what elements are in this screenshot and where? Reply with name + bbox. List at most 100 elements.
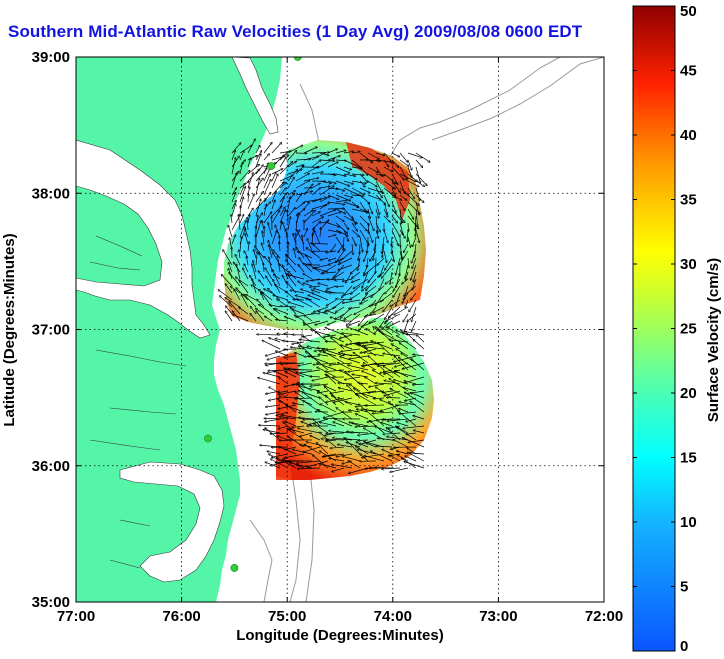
current-vector <box>345 402 361 406</box>
current-vector <box>319 397 329 406</box>
current-vector <box>335 200 348 203</box>
current-vector <box>343 187 360 196</box>
current-vector <box>399 166 407 180</box>
current-vector <box>295 194 302 203</box>
current-vector <box>404 243 409 253</box>
current-vector <box>335 222 348 233</box>
current-vector <box>398 357 417 371</box>
current-vector <box>391 194 402 200</box>
current-vector <box>383 433 401 434</box>
current-vector <box>231 192 236 203</box>
current-vector <box>386 320 401 328</box>
current-vector <box>327 149 337 154</box>
current-vector <box>318 410 337 420</box>
current-vector <box>391 215 398 223</box>
current-vector <box>382 468 401 469</box>
current-vector <box>399 152 408 162</box>
current-vector <box>255 178 260 196</box>
current-vector <box>383 354 401 357</box>
current-vector <box>411 320 417 331</box>
current-vector <box>370 250 377 261</box>
current-vector <box>320 432 329 441</box>
current-vector <box>385 278 393 284</box>
current-vector <box>342 333 361 336</box>
current-vector <box>271 200 275 210</box>
current-vector <box>286 406 305 413</box>
current-vector <box>231 235 236 245</box>
current-vector <box>366 443 377 448</box>
current-vector <box>386 427 401 441</box>
current-vector <box>248 194 249 203</box>
current-vector <box>382 243 385 258</box>
current-vector <box>279 188 286 196</box>
current-vector <box>391 236 392 246</box>
current-vector <box>311 183 320 189</box>
current-vector <box>415 208 418 227</box>
current-vector <box>303 446 321 452</box>
y-tick-label: 37:00 <box>32 322 70 339</box>
current-vector <box>387 418 409 421</box>
current-vector <box>278 447 297 455</box>
current-vector <box>412 257 417 269</box>
current-vector <box>363 363 377 371</box>
current-vector <box>337 445 353 448</box>
current-vector <box>316 442 329 455</box>
current-vector <box>278 390 297 395</box>
y-axis-label: Latitude (Degrees:Minutes) <box>1 233 18 426</box>
current-vector <box>282 265 289 280</box>
current-vector <box>360 348 377 353</box>
pamlico-sound <box>119 461 225 583</box>
current-vector <box>384 380 401 385</box>
current-vector <box>269 257 273 273</box>
current-vector <box>320 404 337 413</box>
current-vector <box>413 271 417 282</box>
current-vector <box>362 371 377 378</box>
current-vector <box>333 422 345 427</box>
current-vector <box>351 174 364 175</box>
current-vector <box>288 302 305 308</box>
current-vector <box>279 197 284 210</box>
current-vector <box>359 173 368 183</box>
current-vector <box>303 210 313 217</box>
current-vector <box>330 447 345 448</box>
current-vector <box>403 313 409 322</box>
current-vector <box>370 451 393 462</box>
current-vector <box>413 430 425 434</box>
current-vector <box>410 401 425 413</box>
current-vector <box>298 252 313 259</box>
current-vector <box>415 215 416 231</box>
current-vector <box>286 260 297 273</box>
current-vector <box>391 166 404 180</box>
current-vector <box>367 152 379 159</box>
current-vector <box>356 442 369 448</box>
current-vectors <box>218 139 430 474</box>
current-vector <box>327 194 339 199</box>
current-vector <box>304 444 321 455</box>
current-vector <box>349 320 361 325</box>
current-vector <box>285 446 297 450</box>
current-vector <box>359 187 370 193</box>
current-vector <box>255 165 263 175</box>
x-axis-label: Longitude (Degrees:Minutes) <box>236 627 444 644</box>
current-vector <box>373 306 385 313</box>
current-vector <box>391 180 400 193</box>
current-vector <box>407 173 418 182</box>
current-vector <box>287 429 305 441</box>
current-vector <box>396 292 401 306</box>
current-vector <box>228 225 233 238</box>
current-vector <box>266 411 281 415</box>
current-vector <box>399 201 405 210</box>
y-tick-label: 36:00 <box>32 458 70 475</box>
current-vector <box>303 156 319 161</box>
current-vector <box>369 313 385 323</box>
current-vector <box>341 345 353 350</box>
current-vector <box>362 292 377 300</box>
current-vector <box>371 285 385 297</box>
current-vector <box>351 166 362 169</box>
current-vector <box>399 194 407 200</box>
current-vector <box>357 449 377 455</box>
current-vector <box>239 307 249 315</box>
current-vector <box>328 335 345 343</box>
current-vector <box>335 208 346 214</box>
current-vector <box>349 355 369 359</box>
